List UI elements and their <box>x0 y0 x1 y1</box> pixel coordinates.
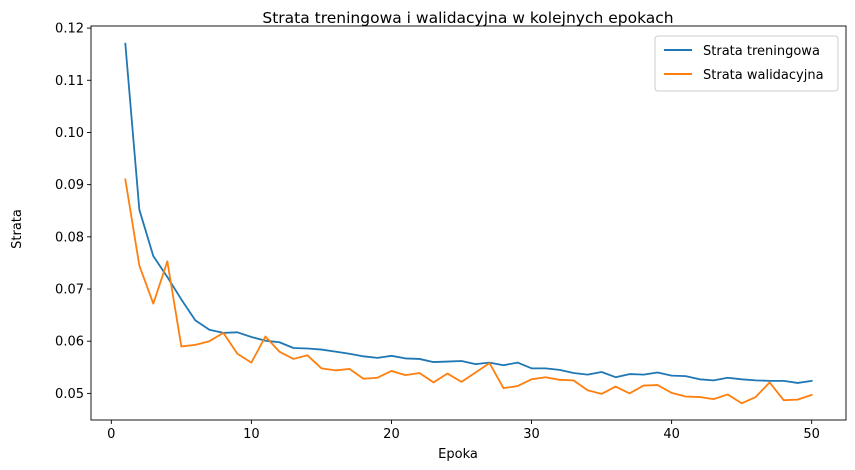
y-tick-label: 0.08 <box>55 230 84 245</box>
series-line-2 <box>124 178 813 405</box>
y-axis: 0.05 0.06 0.07 0.08 0.09 0.10 0.11 0.12 <box>55 22 91 402</box>
y-axis-label: Strata <box>10 209 25 249</box>
x-tick-label: 30 <box>523 427 540 442</box>
legend-box <box>654 35 839 92</box>
x-tick-label: 50 <box>803 427 820 442</box>
y-tick-label: 0.12 <box>55 22 84 37</box>
legend-label-val: Strata walidacyjna <box>703 68 824 83</box>
series-lines <box>124 42 813 405</box>
legend: Strata treningowa Strata walidacyjna <box>654 35 839 92</box>
y-tick-label: 0.11 <box>55 74 84 89</box>
x-axis: 0 10 20 30 40 50 <box>107 420 820 442</box>
series-line-1 <box>124 42 813 384</box>
legend-label-train: Strata treningowa <box>703 44 820 59</box>
x-tick-label: 40 <box>663 427 680 442</box>
chart-title: Strata treningowa i walidacyjna w kolejn… <box>262 9 673 27</box>
y-tick-label: 0.06 <box>55 335 84 350</box>
x-tick-label: 20 <box>383 427 400 442</box>
x-tick-label: 0 <box>107 427 115 442</box>
y-tick-label: 0.10 <box>55 126 84 141</box>
y-tick-label: 0.09 <box>55 178 84 193</box>
plot-frame <box>90 25 847 421</box>
x-tick-label: 10 <box>243 427 260 442</box>
y-tick-label: 0.05 <box>55 387 84 402</box>
y-tick-label: 0.07 <box>55 283 84 298</box>
x-axis-label: Epoka <box>438 447 478 462</box>
